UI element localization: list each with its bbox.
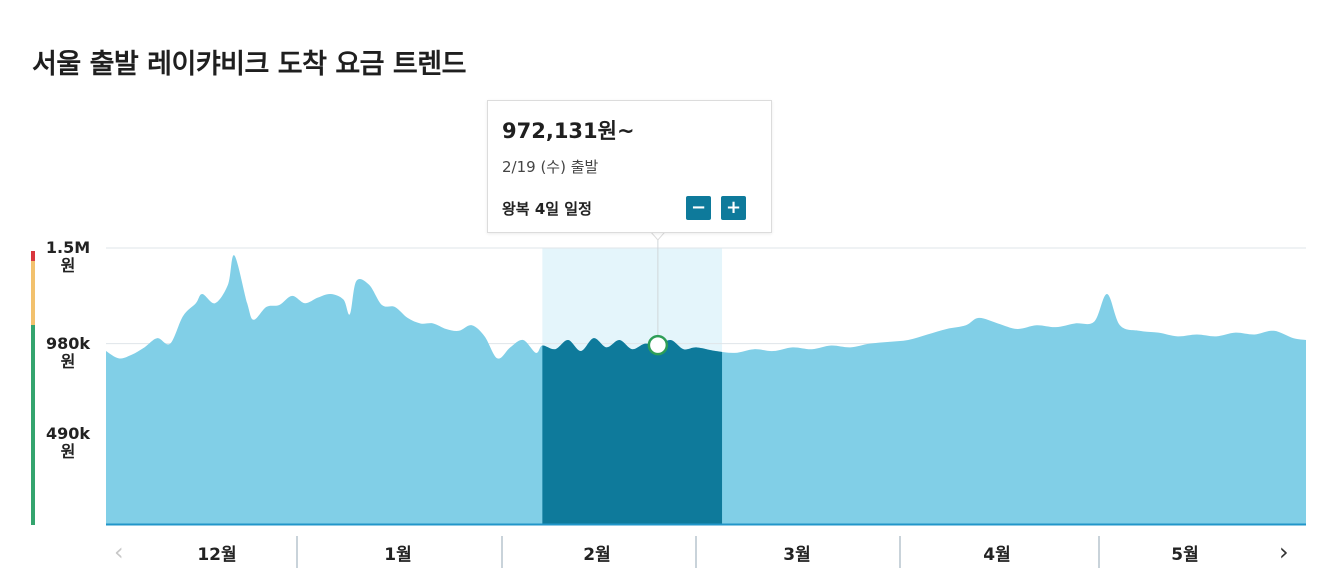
month-label-1[interactable]: 1월 [384, 545, 412, 565]
month-separator-1 [501, 536, 503, 568]
month-label-0[interactable]: 12월 [197, 545, 237, 565]
month-label-3[interactable]: 3월 [783, 545, 811, 565]
page-title: 서울 출발 레이캬비크 도착 요금 트렌드 [32, 49, 466, 80]
tooltip-trip-length: 왕복 4일 일정 [502, 200, 592, 218]
tooltip-date: 2/19 (수) 출발 [502, 158, 599, 176]
y-tick-label-1: 980k 원 [45, 333, 91, 371]
month-separator-0 [296, 536, 298, 568]
tooltip-pointer [649, 231, 666, 241]
month-separator-4 [1098, 536, 1100, 568]
y-tick-label-0: 1.5M 원 [45, 238, 91, 275]
tooltip-price: 972,131원~ [502, 119, 635, 143]
price-area-highlight [542, 338, 723, 524]
month-label-4[interactable]: 4월 [983, 545, 1011, 565]
month-separator-2 [695, 536, 697, 568]
y-tick-label-2: 490k 원 [45, 423, 91, 461]
price-tooltip: 972,131원~ 2/19 (수) 출발 왕복 4일 일정 − + [487, 100, 772, 233]
month-separator-3 [899, 536, 901, 568]
chevron-left-icon[interactable]: ‹ [114, 538, 124, 566]
chevron-right-icon[interactable]: › [1279, 538, 1289, 566]
selected-point-marker [647, 334, 669, 356]
increase-days-button[interactable]: + [721, 196, 746, 220]
month-label-2[interactable]: 2월 [583, 545, 611, 565]
scale-segment-high [31, 251, 35, 261]
scale-segment-low [31, 325, 35, 525]
scale-segment-mid [31, 261, 35, 325]
month-label-5[interactable]: 5월 [1171, 545, 1199, 565]
decrease-days-button[interactable]: − [686, 196, 711, 220]
